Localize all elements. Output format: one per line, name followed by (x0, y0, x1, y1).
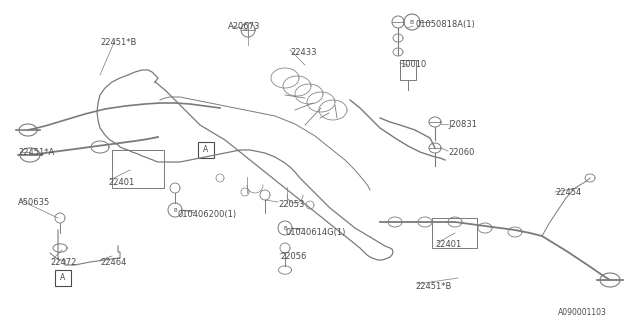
Text: J20831: J20831 (448, 120, 477, 129)
Text: 22451*A: 22451*A (18, 148, 54, 157)
Text: A: A (204, 146, 209, 155)
Text: 22451*B: 22451*B (100, 38, 136, 47)
Text: A50635: A50635 (18, 198, 51, 207)
Text: 22060: 22060 (448, 148, 474, 157)
Text: 22056: 22056 (280, 252, 307, 261)
Text: 22053: 22053 (278, 200, 305, 209)
Text: 10010: 10010 (400, 60, 426, 69)
Text: 22401: 22401 (108, 178, 134, 187)
Text: 22451*B: 22451*B (415, 282, 451, 291)
Text: 010406200(1): 010406200(1) (178, 210, 237, 219)
Text: 22472: 22472 (50, 258, 76, 267)
Text: 01040614G(1): 01040614G(1) (285, 228, 346, 237)
Text: A20673: A20673 (228, 22, 260, 31)
Bar (55, 270, 71, 286)
Bar (432, 218, 477, 248)
Text: 01050818A(1): 01050818A(1) (415, 20, 475, 29)
Text: B: B (283, 226, 287, 230)
Text: 22464: 22464 (100, 258, 126, 267)
Text: B: B (173, 207, 177, 212)
Bar (198, 142, 214, 158)
Text: B: B (410, 20, 414, 25)
Text: 22433: 22433 (290, 48, 317, 57)
Text: 22454: 22454 (555, 188, 581, 197)
Bar (400, 60, 416, 80)
Text: A090001103: A090001103 (558, 308, 607, 317)
Text: 22401: 22401 (435, 240, 461, 249)
Text: A: A (60, 274, 66, 283)
Bar (112, 150, 164, 188)
